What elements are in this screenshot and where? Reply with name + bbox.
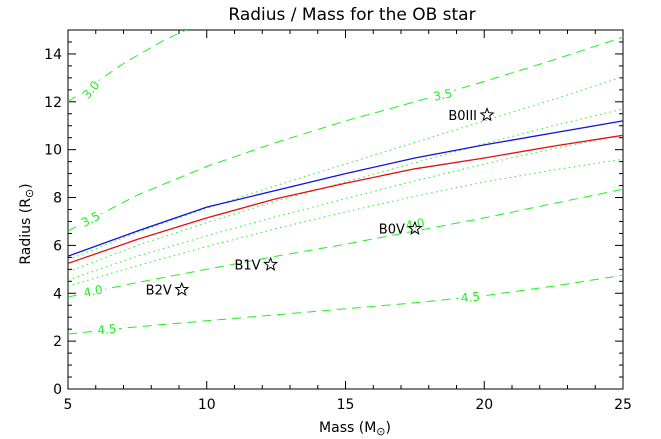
contour-line — [68, 274, 623, 335]
contour-label: 4.5 — [97, 322, 117, 338]
y-axis-ticks: 0 2 4 6 8 10 12 14 — [44, 29, 623, 398]
star-markers: B0III B0V B1V B2V — [146, 107, 495, 299]
chart-title: Radius / Mass for the OB star — [228, 5, 475, 25]
y-tick-label: 14 — [44, 47, 62, 63]
x-axis-label: Mass (M⊙) — [319, 420, 391, 438]
x-axis-label-text: Mass (M — [319, 420, 376, 436]
x-tick-label: 15 — [337, 397, 355, 413]
series-line-blue — [68, 120, 623, 257]
contour-line — [68, 134, 623, 281]
x-axis-close-paren: ) — [386, 420, 391, 436]
contour-label-gap — [94, 321, 120, 337]
contour-label: 3.5 — [432, 86, 454, 104]
y-axis-sun-symbol: ⊙ — [23, 189, 36, 198]
contour-label: 4.0 — [82, 282, 104, 300]
contour-line — [68, 158, 623, 287]
contour-line — [68, 108, 623, 273]
x-axis-ticks: 5 10 15 20 25 — [64, 30, 632, 413]
y-axis-label-text: Radius (R — [18, 198, 34, 265]
contour-label-gap — [402, 215, 428, 233]
x-tick-label: 5 — [64, 397, 73, 413]
y-tick-label: 0 — [53, 382, 62, 398]
star-marker — [263, 256, 279, 271]
contour-label: 4.0 — [404, 216, 425, 233]
x-tick-label: 10 — [198, 397, 216, 413]
y-tick-label: 12 — [44, 95, 62, 111]
y-tick-label: 10 — [44, 143, 62, 159]
y-tick-label: 6 — [53, 238, 62, 254]
contour-label-gap — [79, 281, 107, 300]
contour-line — [68, 36, 623, 232]
y-tick-label: 8 — [53, 191, 62, 207]
x-tick-label: 20 — [475, 397, 493, 413]
star-marker — [174, 281, 190, 297]
star-label: B2V — [146, 284, 172, 299]
contour-line — [68, 188, 623, 298]
x-axis-sun-symbol: ⊙ — [376, 425, 385, 438]
star-label: B0III — [448, 109, 477, 124]
contour-label-gap — [76, 207, 105, 231]
contour-label-gap — [429, 85, 456, 104]
x-tick-label: 25 — [614, 397, 632, 413]
contour-label: 4.5 — [460, 289, 480, 305]
y-axis-label: Radius (R⊙) — [18, 183, 36, 264]
star-marker — [407, 220, 423, 236]
star-label: B0V — [379, 223, 405, 238]
contour-label-gap — [457, 289, 483, 305]
y-tick-label: 4 — [53, 286, 62, 302]
y-axis-close-paren: ) — [18, 183, 34, 188]
y-tick-label: 2 — [53, 334, 62, 350]
contour-label-gap — [77, 76, 104, 103]
contour-labels: 3.0 3.53.5 4.04.0 4.54.5 — [76, 76, 483, 338]
series-line-red — [68, 134, 623, 265]
star-marker — [479, 107, 495, 122]
contour-line — [68, 76, 623, 261]
star-label: B1V — [234, 259, 260, 274]
plot-frame — [67, 29, 624, 390]
series-lines — [68, 120, 623, 265]
